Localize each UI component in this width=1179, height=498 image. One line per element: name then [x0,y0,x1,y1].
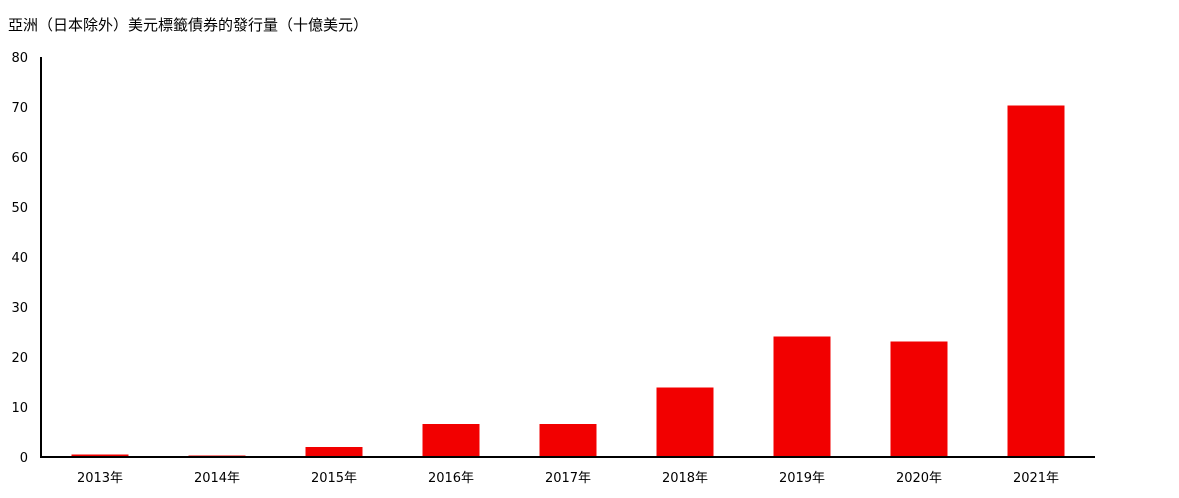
x-tick-label: 2016年 [428,471,474,486]
bar-2019年 [773,336,831,457]
bar-2015年 [305,447,363,457]
x-tick-label: 2019年 [779,471,825,486]
x-tick-label: 2018年 [662,471,708,486]
chart-title: 亞洲（日本除外）美元標籤債券的發行量（十億美元） [8,16,369,34]
bar-2018年 [656,387,714,457]
y-tick-label: 40 [11,251,28,266]
y-tick-label: 30 [11,301,28,316]
y-tick-label: 50 [11,201,28,216]
x-tick-label: 2013年 [77,471,123,486]
bar-2021年 [1007,105,1065,457]
y-tick-labels: 0 10 20 30 40 50 60 70 80 [11,51,28,466]
y-tick-label: 70 [11,101,28,116]
bars-layer [71,105,1065,457]
x-tick-label: 2021年 [1013,471,1059,486]
y-tick-label: 0 [20,451,28,466]
bar-2016年 [422,424,480,457]
x-tick-label: 2015年 [311,471,357,486]
x-tick-label: 2017年 [545,471,591,486]
y-tick-label: 80 [11,51,28,66]
y-tick-label: 10 [11,401,28,416]
y-tick-label: 20 [11,351,28,366]
bar-2013年 [71,454,129,457]
x-tick-label: 2020年 [896,471,942,486]
axes-layer [40,57,1095,458]
bar-2020年 [890,341,948,457]
x-tick-labels: 2013年 2014年 2015年 2016年 2017年 2018年 2019年 2020年… [77,471,1059,486]
x-tick-label: 2014年 [194,471,240,486]
bar-2017年 [539,424,597,457]
y-tick-label: 60 [11,151,28,166]
